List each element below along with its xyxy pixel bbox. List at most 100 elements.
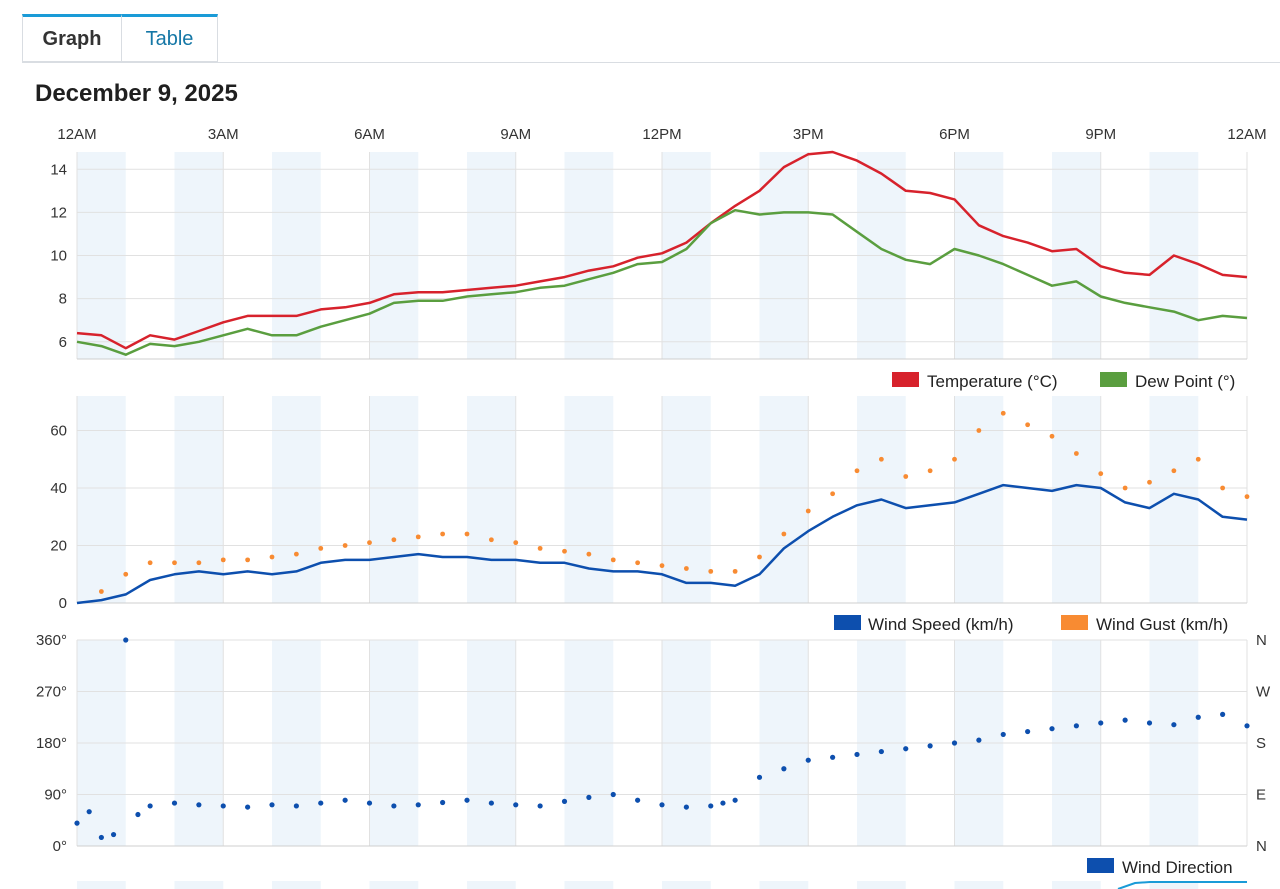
wind-gust-point	[1122, 485, 1128, 491]
hour-band	[1149, 396, 1199, 603]
x-tick-label: 9PM	[1085, 126, 1116, 143]
legend-swatch-wind-direction	[1087, 858, 1114, 873]
wind-gust-point	[537, 545, 543, 551]
wind-direction-point	[1244, 723, 1250, 729]
wind-direction-point	[1195, 714, 1201, 720]
x-tick-label: 12AM	[57, 126, 96, 143]
legend-label-wind-direction: Wind Direction	[1122, 858, 1233, 877]
hour-band	[564, 881, 614, 889]
hour-band	[467, 396, 516, 603]
y-tick-label: 0	[59, 595, 67, 612]
wind-gust-point	[220, 557, 226, 563]
y-tick-label: 90°	[44, 787, 67, 804]
y-tick-label: 60	[50, 423, 67, 440]
wind-gust-point	[440, 531, 446, 537]
wind-direction-point	[903, 746, 909, 752]
hour-band	[369, 881, 419, 889]
wind-direction-point	[561, 798, 568, 804]
wind-direction-point	[123, 637, 129, 643]
wind-direction-point	[135, 811, 141, 818]
tab-divider	[218, 62, 1280, 63]
wind-direction-point	[708, 803, 714, 809]
y2-tick-label: N	[1256, 838, 1267, 855]
y-tick-label: 12	[50, 204, 67, 221]
wind-direction-point	[1220, 711, 1226, 717]
wind-gust-point	[318, 545, 324, 551]
dew-point-line	[76, 208, 1248, 356]
y-tick-label: 8	[59, 291, 67, 308]
y2-tick-label: S	[1256, 735, 1266, 752]
wind-direction-point	[805, 757, 811, 763]
hour-band	[954, 881, 1004, 889]
x-tick-label: 12PM	[642, 126, 681, 143]
wind-gust-point	[586, 551, 592, 557]
wind-direction-point	[951, 740, 958, 746]
tab-table[interactable]: Table	[122, 14, 218, 62]
legend-label-temperature: Temperature (°C)	[927, 372, 1058, 391]
wind-gust-point	[732, 568, 738, 574]
wind-direction-point	[1025, 728, 1031, 735]
hour-band	[564, 396, 614, 603]
wind-direction-point	[659, 802, 665, 808]
wind-direction-point	[318, 800, 324, 806]
view-tabs: Graph Table	[22, 14, 218, 62]
wind-gust-point	[805, 508, 811, 514]
wind-speed-line	[76, 483, 1248, 605]
wind-gust-point	[952, 456, 957, 462]
wind-direction-point	[245, 804, 251, 810]
wind-gust-point	[1171, 468, 1177, 474]
wind-direction-point	[415, 802, 421, 808]
wind-direction-point	[683, 804, 689, 810]
x-tick-label: 6PM	[939, 126, 970, 143]
y-tick-label: 180°	[36, 735, 67, 752]
wind-direction-point	[927, 743, 933, 749]
wind-direction-point	[830, 754, 836, 760]
wind-direction-point	[635, 797, 641, 803]
wind-gust-point	[659, 563, 665, 569]
wind-direction-point	[1098, 720, 1104, 726]
y2-tick-label: E	[1256, 787, 1266, 804]
wind-gust-point	[1244, 494, 1250, 500]
hour-band	[272, 881, 321, 889]
tab-graph[interactable]: Graph	[22, 14, 122, 62]
wind-gust-point	[147, 560, 153, 566]
wind-gust-point	[1220, 485, 1226, 491]
wind-gust-point	[464, 531, 470, 537]
wind-direction-point	[147, 803, 153, 809]
wind-direction-point	[513, 802, 519, 808]
hour-band	[662, 396, 711, 603]
y-tick-label: 360°	[36, 632, 67, 649]
wind-direction-point	[1122, 717, 1128, 723]
wind-direction-point	[440, 799, 446, 806]
hour-band	[1149, 881, 1199, 889]
wind-gust-point	[830, 491, 836, 497]
legend-swatch-dew-point	[1100, 372, 1127, 387]
wind-direction-point	[854, 751, 860, 758]
hour-band	[662, 881, 711, 889]
wind-gust-point	[245, 557, 251, 563]
wind-direction-point	[86, 809, 92, 815]
wind-gust-point	[488, 537, 494, 543]
wind-gust-point	[635, 560, 641, 566]
wind-gust-point	[342, 543, 348, 548]
x-tick-label: 3AM	[208, 126, 239, 143]
wind-direction-point	[537, 803, 543, 809]
wind-direction-point	[171, 800, 178, 806]
y-tick-label: 0°	[53, 838, 67, 855]
y-tick-label: 20	[50, 538, 67, 555]
wind-gust-point	[513, 540, 519, 546]
wind-gust-point	[293, 551, 299, 557]
x-tick-label: 9AM	[500, 126, 531, 143]
wind-gust-point	[1195, 456, 1201, 462]
wind-direction-point	[976, 737, 982, 743]
wind-gust-point	[1073, 451, 1079, 456]
wind-direction-point	[781, 766, 787, 772]
wind-direction-point	[610, 791, 616, 798]
y2-tick-label: W	[1256, 684, 1271, 701]
wind-direction-point	[756, 774, 763, 780]
hour-band	[77, 881, 126, 889]
hour-band	[857, 881, 906, 889]
wind-direction-point	[1073, 723, 1079, 729]
page-title: December 9, 2025	[35, 80, 238, 107]
